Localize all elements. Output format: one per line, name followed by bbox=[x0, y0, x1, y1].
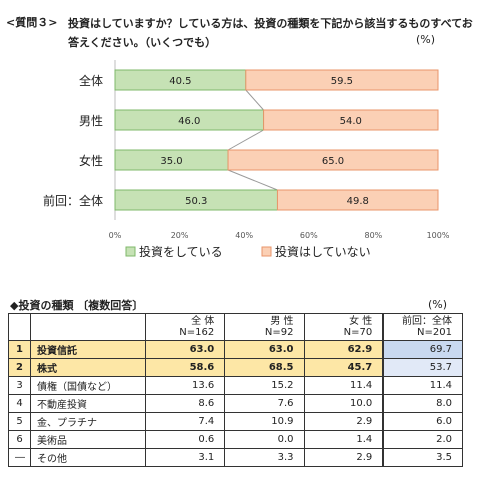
legend-swatch bbox=[125, 246, 136, 257]
data-label: 65.0 bbox=[322, 156, 344, 167]
bar-no-invest bbox=[227, 149, 439, 171]
category-label: 全体 bbox=[79, 73, 103, 88]
bar-no-invest bbox=[276, 189, 439, 211]
row-value: 2.0 bbox=[382, 430, 464, 449]
row-value: 15.2 bbox=[224, 376, 305, 395]
row-value: 0.6 bbox=[144, 430, 226, 449]
data-label: 59.5 bbox=[331, 76, 353, 87]
row-label: 美術品 bbox=[30, 430, 146, 449]
series-connector-line bbox=[227, 129, 264, 151]
row-value: 7.6 bbox=[224, 394, 305, 413]
series-connector-line bbox=[245, 89, 264, 111]
row-rank: 4 bbox=[8, 394, 31, 413]
row-label: 不動産投資 bbox=[30, 394, 146, 413]
bar-no-invest bbox=[263, 109, 439, 131]
row-value: 62.9 bbox=[303, 340, 384, 359]
row-rank: 5 bbox=[8, 412, 31, 431]
row-value: 58.6 bbox=[144, 358, 226, 377]
header-blank bbox=[30, 313, 146, 341]
row-value: 10.0 bbox=[303, 394, 384, 413]
category-label: 前回：全体 bbox=[43, 193, 103, 208]
header-blank bbox=[8, 313, 31, 341]
header-female: 女 性 N=70 bbox=[303, 313, 384, 341]
legend-label: 投資をしている bbox=[139, 244, 223, 259]
category-label: 女性 bbox=[79, 153, 103, 168]
row-value: 8.6 bbox=[144, 394, 226, 413]
table-row: 3 債権（国債など） 13.6 15.2 11.4 11.4 bbox=[8, 376, 464, 395]
header-previous-total: 前回：全体 N=201 bbox=[382, 313, 464, 341]
series-connector-line bbox=[227, 169, 278, 191]
row-label: 金、プラチナ bbox=[30, 412, 146, 431]
legend-swatch bbox=[261, 246, 272, 257]
table-row: ― その他 3.1 3.3 2.9 3.5 bbox=[8, 448, 464, 467]
row-rank: 2 bbox=[8, 358, 31, 377]
row-value: 68.5 bbox=[224, 358, 305, 377]
row-value: 0.0 bbox=[224, 430, 305, 449]
data-label: 46.0 bbox=[178, 116, 200, 127]
row-value: 13.6 bbox=[144, 376, 226, 395]
investment-types-table: 全 体 N=162 男 性 N=92 女 性 N=70 前回：全体 N=201 1 投資信… bbox=[8, 313, 464, 467]
row-rank: 3 bbox=[8, 376, 31, 395]
types-section-title: ◆投資の種類 〔複数回答〕 bbox=[10, 299, 144, 312]
row-value: 45.7 bbox=[303, 358, 384, 377]
table-row: 1 投資信託 63.0 63.0 62.9 69.7 bbox=[8, 340, 464, 359]
x-tick-label: 60% bbox=[300, 231, 318, 240]
row-value: 53.7 bbox=[382, 358, 464, 377]
row-rank: ― bbox=[8, 448, 31, 467]
types-unit: (%) bbox=[428, 298, 448, 311]
row-value: 6.0 bbox=[382, 412, 464, 431]
row-value: 10.9 bbox=[224, 412, 305, 431]
row-rank: 6 bbox=[8, 430, 31, 449]
x-tick-label: 20% bbox=[171, 231, 189, 240]
bar-no-invest bbox=[245, 69, 439, 91]
row-value: 2.9 bbox=[303, 448, 384, 467]
legend-label: 投資はしていない bbox=[275, 244, 371, 259]
row-value: 3.3 bbox=[224, 448, 305, 467]
stacked-bar-chart: 全体 40.5 59.5 男性 46.0 54.0 女性 35.0 65.0 前回：全体 50.3 4… bbox=[43, 60, 450, 259]
table-row: 6 美術品 0.6 0.0 1.4 2.0 bbox=[8, 430, 464, 449]
row-label: その他 bbox=[30, 448, 146, 467]
table-row: 4 不動産投資 8.6 7.6 10.0 8.0 bbox=[8, 394, 464, 413]
row-value: 7.4 bbox=[144, 412, 226, 431]
row-value: 3.1 bbox=[144, 448, 226, 467]
x-tick-label: 0% bbox=[109, 231, 122, 240]
row-value: 8.0 bbox=[382, 394, 464, 413]
row-value: 63.0 bbox=[224, 340, 305, 359]
row-value: 3.5 bbox=[382, 448, 464, 467]
row-value: 1.4 bbox=[303, 430, 384, 449]
table-row: 2 株式 58.6 68.5 45.7 53.7 bbox=[8, 358, 464, 377]
data-label: 35.0 bbox=[160, 156, 182, 167]
row-label: 株式 bbox=[30, 358, 146, 377]
x-tick-label: 80% bbox=[365, 231, 383, 240]
row-value: 11.4 bbox=[382, 376, 464, 395]
row-value: 63.0 bbox=[144, 340, 226, 359]
x-tick-label: 40% bbox=[235, 231, 253, 240]
x-tick-label: 100% bbox=[427, 231, 450, 240]
row-label: 投資信託 bbox=[30, 340, 146, 359]
data-label: 54.0 bbox=[340, 116, 362, 127]
question-text: 投資はしていますか？している方は、投資の種類を下記から該当するものすべてお答えく… bbox=[68, 17, 473, 49]
row-label: 債権（国債など） bbox=[30, 376, 146, 395]
data-label: 49.8 bbox=[347, 196, 369, 207]
header-total: 全 体 N=162 bbox=[144, 313, 226, 341]
header-male: 男 性 N=92 bbox=[224, 313, 305, 341]
row-value: 69.7 bbox=[382, 340, 464, 359]
chart-unit: (%) bbox=[416, 33, 436, 46]
question-label: <質問３> bbox=[6, 16, 58, 29]
data-label: 40.5 bbox=[169, 76, 191, 87]
data-label: 50.3 bbox=[185, 196, 207, 207]
table-header-row: 全 体 N=162 男 性 N=92 女 性 N=70 前回：全体 N=201 bbox=[8, 313, 464, 341]
row-value: 2.9 bbox=[303, 412, 384, 431]
row-value: 11.4 bbox=[303, 376, 384, 395]
table-row: 5 金、プラチナ 7.4 10.9 2.9 6.0 bbox=[8, 412, 464, 431]
row-rank: 1 bbox=[8, 340, 31, 359]
category-label: 男性 bbox=[79, 114, 103, 128]
